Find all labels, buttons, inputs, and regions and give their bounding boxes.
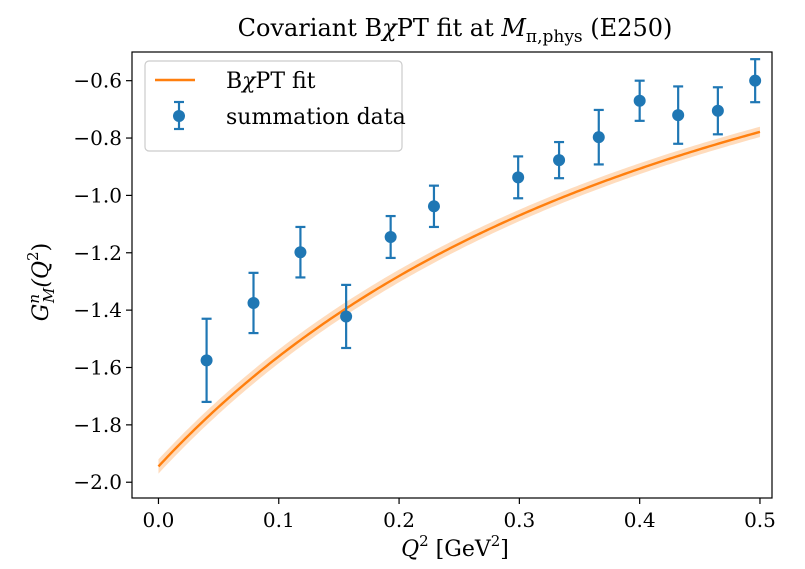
y-axis-label-main: G bbox=[29, 304, 54, 322]
y-axis-label-arg-sup: 2 bbox=[24, 251, 42, 261]
legend-layer: BχPT fit summation data bbox=[144, 60, 406, 152]
data-point-1 bbox=[200, 317, 213, 404]
x-tick-label: 0.2 bbox=[383, 508, 415, 532]
y-tick-label: −1.4 bbox=[73, 298, 122, 322]
y-axis-label-sup: n bbox=[25, 294, 43, 304]
title-chi: χ bbox=[380, 14, 398, 42]
data-marker bbox=[672, 109, 685, 122]
data-point-3 bbox=[294, 225, 307, 279]
x-tick-label: 0.1 bbox=[263, 508, 295, 532]
data-marker bbox=[427, 200, 440, 213]
legend-fit-label-prefix: B bbox=[226, 69, 242, 94]
data-point-7 bbox=[512, 155, 525, 200]
data-point-2 bbox=[247, 271, 260, 335]
x-axis-label-unit-suffix: ] bbox=[500, 537, 509, 562]
data-point-9 bbox=[592, 108, 605, 166]
data-point-11 bbox=[672, 85, 685, 145]
data-marker bbox=[749, 74, 762, 87]
data-point-13 bbox=[749, 58, 762, 104]
data-marker bbox=[294, 246, 307, 259]
data-point-5 bbox=[384, 214, 397, 260]
data-marker bbox=[592, 131, 605, 144]
axis-layer: 0.0 0.1 0.2 0.3 0.4 0.5 −0.6 −0.8 −1.0 −1.2 −1.4 −1… bbox=[73, 69, 775, 532]
x-axis-label-unit-sup: 2 bbox=[491, 532, 501, 550]
y-tick-label: −0.8 bbox=[73, 126, 122, 150]
y-tick-label: −0.6 bbox=[73, 69, 122, 93]
plot-frame bbox=[131, 51, 773, 499]
fit-layer bbox=[157, 130, 761, 468]
x-axis-label: Q2 [GeV2] bbox=[401, 532, 509, 562]
y-axis-label: GnM(Q2) bbox=[24, 243, 58, 321]
x-tick-label: 0.4 bbox=[624, 508, 656, 532]
data-marker bbox=[340, 310, 353, 323]
title-math-sub: π,phys bbox=[526, 27, 583, 47]
legend-fit-label-suffix: PT fit bbox=[256, 69, 316, 94]
data-point-8 bbox=[553, 140, 566, 180]
data-marker bbox=[247, 296, 260, 309]
data-marker bbox=[711, 104, 724, 117]
x-axis-label-sup: 2 bbox=[419, 532, 429, 550]
data-layer bbox=[200, 58, 762, 404]
title-middle: PT fit at bbox=[397, 14, 502, 42]
x-axis-label-unit-prefix: [GeV bbox=[429, 537, 492, 562]
y-tick-label: −1.6 bbox=[73, 355, 122, 379]
data-marker bbox=[512, 171, 525, 184]
legend-data-marker bbox=[173, 110, 185, 122]
legend-fit-label-chi: χ bbox=[240, 69, 257, 94]
plot-layer bbox=[157, 58, 762, 474]
y-tick-label: −1.8 bbox=[73, 413, 122, 437]
data-marker bbox=[200, 354, 213, 367]
data-marker bbox=[553, 154, 566, 167]
data-marker bbox=[384, 230, 397, 243]
data-marker bbox=[633, 94, 646, 107]
fit-curve bbox=[157, 130, 761, 468]
y-tick-label: −1.0 bbox=[73, 183, 122, 207]
y-tick-label: −1.2 bbox=[73, 241, 122, 265]
legend-fit-label: BχPT fit bbox=[226, 69, 316, 94]
y-tick-label: −2.0 bbox=[73, 470, 122, 494]
data-point-4 bbox=[340, 283, 353, 350]
x-tick-label: 0.3 bbox=[503, 508, 535, 532]
title-prefix: Covariant B bbox=[238, 14, 383, 42]
y-axis-label-arg-open: (Q bbox=[29, 261, 54, 288]
chart-title: Covariant BχPT fit at Mπ,phys (E250) bbox=[238, 14, 673, 47]
title-suffix: (E250) bbox=[583, 14, 673, 42]
title-math-main: M bbox=[500, 14, 527, 42]
data-point-10 bbox=[633, 79, 646, 122]
x-tick-label: 0.0 bbox=[143, 508, 175, 532]
y-axis-label-sub: M bbox=[40, 287, 58, 304]
legend-data-label: summation data bbox=[226, 105, 406, 130]
data-point-6 bbox=[427, 184, 440, 229]
y-axis-label-arg-close: ) bbox=[29, 243, 54, 252]
x-axis-label-main: Q bbox=[401, 537, 419, 562]
x-tick-label: 0.5 bbox=[744, 508, 776, 532]
data-point-12 bbox=[711, 86, 724, 136]
legend-box bbox=[144, 60, 403, 152]
